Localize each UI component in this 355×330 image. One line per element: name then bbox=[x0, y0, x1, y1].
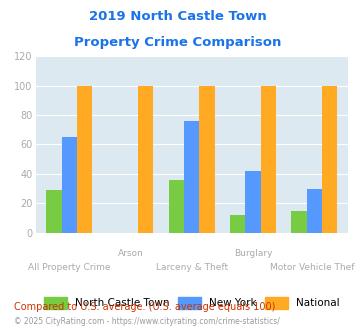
Bar bbox=[245, 171, 261, 233]
Text: All Property Crime: All Property Crime bbox=[28, 263, 110, 272]
Text: Compared to U.S. average. (U.S. average equals 100): Compared to U.S. average. (U.S. average … bbox=[14, 302, 275, 312]
Bar bbox=[77, 85, 92, 233]
Text: Burglary: Burglary bbox=[234, 249, 272, 258]
Text: Property Crime Comparison: Property Crime Comparison bbox=[74, 36, 281, 49]
Bar bbox=[307, 188, 322, 233]
Legend: North Castle Town, New York, National: North Castle Town, New York, National bbox=[44, 297, 340, 309]
Bar bbox=[46, 190, 61, 233]
Text: 2019 North Castle Town: 2019 North Castle Town bbox=[89, 10, 266, 23]
Text: Arson: Arson bbox=[118, 249, 143, 258]
Bar bbox=[184, 121, 200, 233]
Text: Motor Vehicle Theft: Motor Vehicle Theft bbox=[270, 263, 355, 272]
Text: © 2025 CityRating.com - https://www.cityrating.com/crime-statistics/: © 2025 CityRating.com - https://www.city… bbox=[14, 317, 280, 326]
Bar bbox=[200, 85, 215, 233]
Bar bbox=[169, 180, 184, 233]
Text: Larceny & Theft: Larceny & Theft bbox=[155, 263, 228, 272]
Bar bbox=[61, 137, 77, 233]
Bar bbox=[138, 85, 153, 233]
Bar bbox=[261, 85, 276, 233]
Bar bbox=[291, 211, 307, 233]
Bar bbox=[230, 215, 245, 233]
Bar bbox=[322, 85, 337, 233]
